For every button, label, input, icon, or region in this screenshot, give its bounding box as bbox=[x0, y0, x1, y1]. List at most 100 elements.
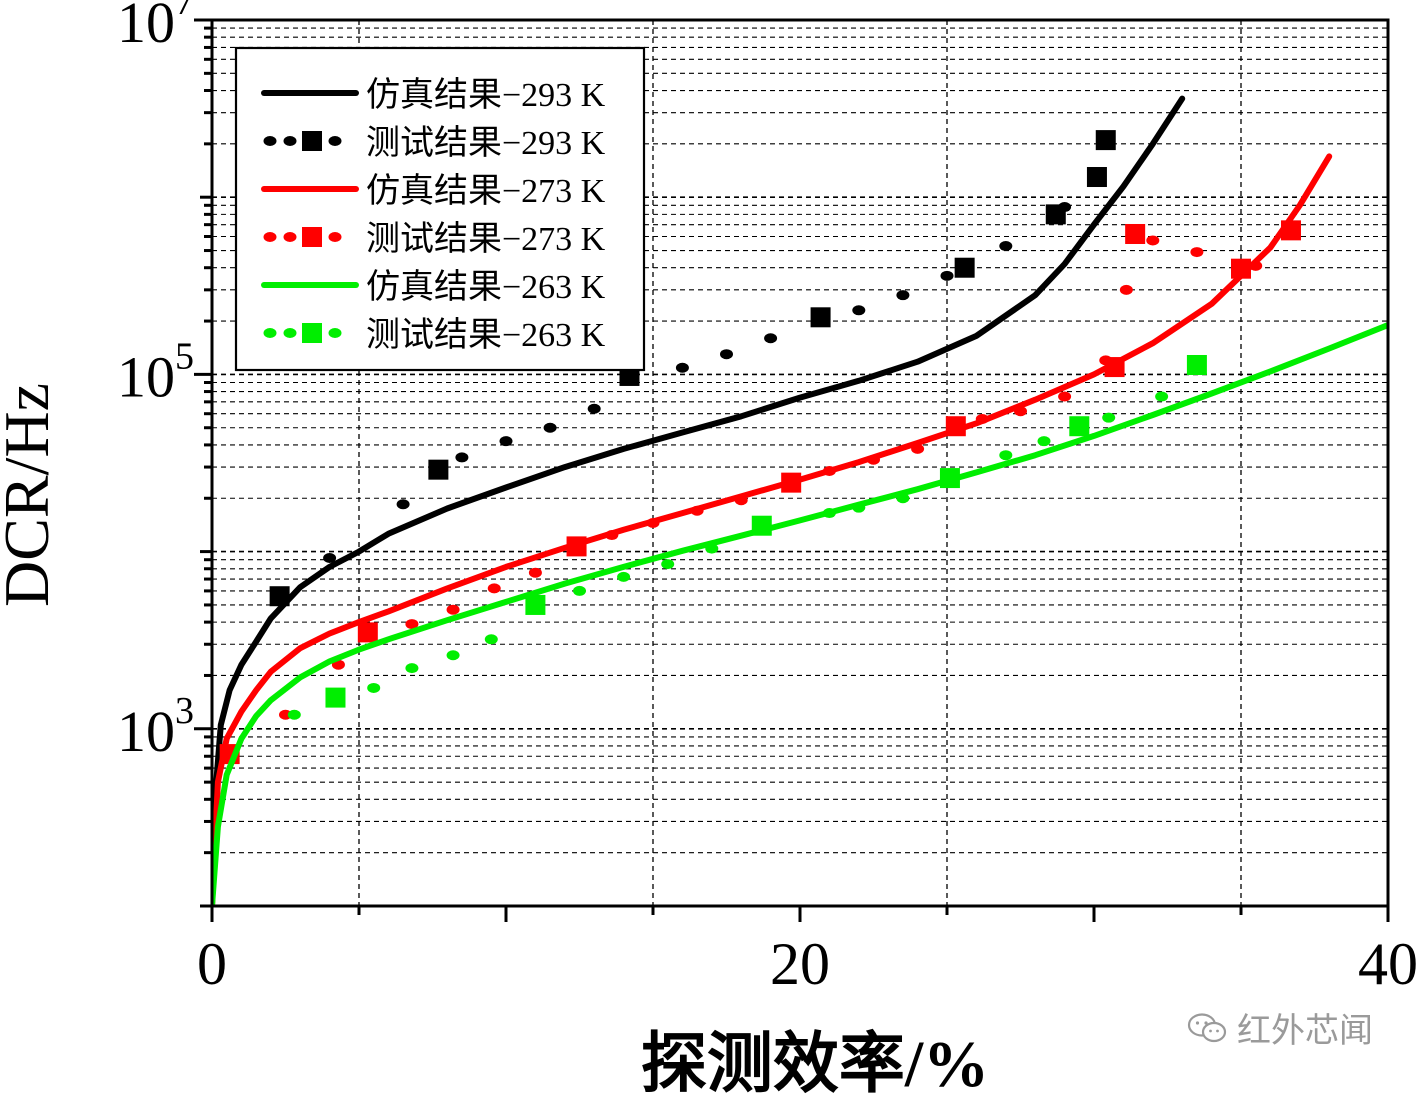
measurement-square bbox=[1125, 223, 1146, 244]
y-tick-label: 107 bbox=[117, 0, 194, 55]
measurement-dot bbox=[323, 553, 337, 564]
measurement-dot bbox=[367, 682, 381, 693]
legend-swatch-dot bbox=[283, 328, 297, 338]
measurement-square bbox=[428, 459, 449, 480]
y-tick-label: 103 bbox=[117, 690, 194, 764]
legend-swatch-dot bbox=[328, 232, 342, 242]
measurement-dot bbox=[720, 349, 733, 360]
x-axis-label: 探测效率/% bbox=[641, 1028, 989, 1094]
measurement-dot bbox=[499, 436, 513, 447]
measurement-dot bbox=[822, 466, 836, 477]
legend-label: 测试结果−263 K bbox=[366, 316, 606, 354]
measurement-dot bbox=[487, 583, 501, 594]
legend-box bbox=[234, 46, 646, 372]
simulation-line bbox=[212, 322, 1388, 906]
measurement-dot bbox=[396, 499, 410, 510]
measurement-dot bbox=[940, 270, 954, 281]
legend-swatch-dot bbox=[328, 136, 342, 146]
measurement-square bbox=[939, 468, 960, 489]
measurement-dot bbox=[822, 508, 836, 519]
measurement-dot bbox=[1155, 391, 1169, 402]
legend: 仿真结果−293 K 测试结果−293 K 仿真结果−273 K 测试结果−273 K… bbox=[234, 46, 646, 372]
measurement-dot bbox=[405, 663, 419, 674]
measurement-square bbox=[751, 515, 772, 536]
measurement-dot bbox=[1119, 284, 1133, 295]
measurement-dot bbox=[446, 650, 460, 661]
measurement-dot bbox=[455, 452, 469, 463]
measurement-square bbox=[1280, 220, 1301, 241]
measurement-dot bbox=[1190, 247, 1204, 258]
measurement-dot bbox=[999, 241, 1013, 252]
measurement-dot bbox=[852, 502, 866, 513]
measurement-square bbox=[1231, 258, 1251, 279]
legend-swatch-dot bbox=[263, 328, 277, 338]
measurement-square bbox=[810, 307, 831, 328]
measurement-square bbox=[781, 472, 802, 493]
measurement-square bbox=[1086, 167, 1107, 188]
x-tick-label: 20 bbox=[770, 931, 830, 997]
legend-label: 仿真结果−293 K bbox=[366, 76, 606, 114]
watermark: 红外芯闻 bbox=[1187, 1003, 1373, 1052]
grid-lines bbox=[212, 20, 1388, 906]
measurement-square bbox=[357, 622, 378, 643]
measurement-dot bbox=[975, 414, 989, 425]
measurement-square bbox=[1045, 204, 1066, 225]
measurement-dot bbox=[896, 493, 910, 504]
measurement-square bbox=[1095, 130, 1116, 151]
legend-label: 仿真结果−263 K bbox=[366, 268, 606, 306]
measurement-square bbox=[269, 586, 290, 607]
measurement-dot bbox=[528, 567, 542, 578]
measurement-dot bbox=[911, 443, 925, 454]
y-tick-label: 105 bbox=[117, 335, 194, 409]
legend-swatch-square bbox=[302, 323, 322, 343]
measurement-dot bbox=[705, 543, 719, 554]
x-tick-label: 0 bbox=[197, 931, 227, 997]
plot-series bbox=[212, 95, 1388, 906]
wechat-icon bbox=[1187, 1012, 1227, 1042]
measurement-dot bbox=[405, 619, 419, 630]
measurement-dot bbox=[852, 305, 866, 316]
legend-swatch-dot bbox=[283, 136, 297, 146]
measurement-dot bbox=[867, 454, 880, 465]
legend-swatch-square bbox=[302, 131, 322, 151]
measurement-square bbox=[1104, 357, 1125, 378]
measurement-square bbox=[525, 594, 546, 615]
measurement-square bbox=[325, 687, 346, 708]
measurement-square bbox=[1069, 416, 1090, 437]
measurement-dot bbox=[661, 559, 675, 570]
measurement-dot bbox=[999, 450, 1013, 461]
measurement-dot bbox=[1146, 235, 1160, 246]
measurement-dot bbox=[896, 290, 910, 301]
legend-label: 仿真结果−273 K bbox=[366, 172, 606, 210]
measurement-square bbox=[1186, 354, 1207, 375]
measurement-square bbox=[945, 416, 966, 437]
simulation-line bbox=[212, 153, 1333, 906]
measurement-dot bbox=[605, 530, 619, 541]
measurement-dot bbox=[1249, 260, 1263, 271]
watermark-text: 红外芯闻 bbox=[1237, 1011, 1373, 1051]
measurement-dot bbox=[675, 362, 689, 373]
legend-swatch-dot bbox=[283, 232, 297, 242]
measurement-dot bbox=[617, 571, 631, 582]
measurement-dot bbox=[446, 604, 460, 615]
legend-swatch-dot bbox=[263, 232, 277, 242]
legend-swatch-dot bbox=[263, 136, 277, 146]
measurement-square bbox=[566, 536, 587, 557]
x-tick-label: 40 bbox=[1358, 931, 1417, 997]
measurement-dot bbox=[543, 422, 557, 433]
measurement-dot bbox=[587, 403, 601, 414]
legend-swatch-dot bbox=[328, 328, 342, 338]
measurement-dot bbox=[1037, 436, 1051, 447]
y-axis-label: DCR/Hz bbox=[0, 383, 62, 607]
legend-swatch-square bbox=[302, 227, 322, 247]
measurement-dot bbox=[646, 518, 660, 529]
legend-label: 测试结果−293 K bbox=[366, 124, 606, 162]
measurement-dot bbox=[690, 505, 704, 516]
simulation-line bbox=[212, 95, 1186, 906]
measurement-dot bbox=[484, 634, 498, 645]
measurement-square bbox=[954, 257, 975, 278]
measurement-dot bbox=[287, 709, 301, 720]
measurement-dot bbox=[1014, 406, 1027, 417]
measurement-dot bbox=[764, 333, 778, 344]
